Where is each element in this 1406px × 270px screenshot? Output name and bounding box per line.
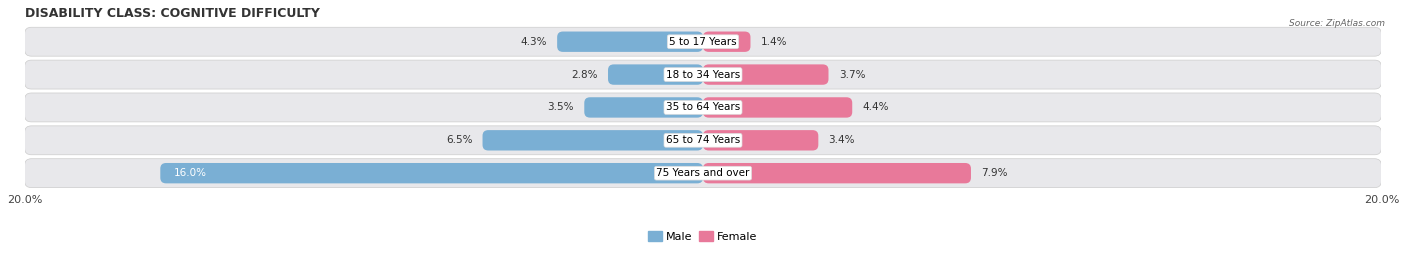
Text: 2.8%: 2.8% bbox=[571, 70, 598, 80]
FancyBboxPatch shape bbox=[703, 130, 818, 150]
FancyBboxPatch shape bbox=[25, 60, 1381, 89]
Text: 3.4%: 3.4% bbox=[828, 135, 855, 145]
Text: 1.4%: 1.4% bbox=[761, 37, 787, 47]
FancyBboxPatch shape bbox=[703, 64, 828, 85]
FancyBboxPatch shape bbox=[25, 93, 1381, 122]
FancyBboxPatch shape bbox=[482, 130, 703, 150]
Text: 3.7%: 3.7% bbox=[838, 70, 865, 80]
FancyBboxPatch shape bbox=[25, 27, 1381, 56]
FancyBboxPatch shape bbox=[557, 32, 703, 52]
Text: 35 to 64 Years: 35 to 64 Years bbox=[666, 102, 740, 112]
FancyBboxPatch shape bbox=[703, 97, 852, 118]
Text: 3.5%: 3.5% bbox=[547, 102, 574, 112]
Text: 7.9%: 7.9% bbox=[981, 168, 1008, 178]
FancyBboxPatch shape bbox=[703, 163, 972, 183]
FancyBboxPatch shape bbox=[25, 126, 1381, 155]
Text: 4.3%: 4.3% bbox=[520, 37, 547, 47]
Text: 65 to 74 Years: 65 to 74 Years bbox=[666, 135, 740, 145]
Text: DISABILITY CLASS: COGNITIVE DIFFICULTY: DISABILITY CLASS: COGNITIVE DIFFICULTY bbox=[25, 7, 319, 20]
Text: 4.4%: 4.4% bbox=[862, 102, 889, 112]
Text: 5 to 17 Years: 5 to 17 Years bbox=[669, 37, 737, 47]
Text: 6.5%: 6.5% bbox=[446, 135, 472, 145]
FancyBboxPatch shape bbox=[25, 159, 1381, 188]
Text: 16.0%: 16.0% bbox=[174, 168, 207, 178]
FancyBboxPatch shape bbox=[585, 97, 703, 118]
FancyBboxPatch shape bbox=[160, 163, 703, 183]
FancyBboxPatch shape bbox=[607, 64, 703, 85]
Text: 75 Years and over: 75 Years and over bbox=[657, 168, 749, 178]
Legend: Male, Female: Male, Female bbox=[644, 227, 762, 247]
Text: 18 to 34 Years: 18 to 34 Years bbox=[666, 70, 740, 80]
FancyBboxPatch shape bbox=[703, 32, 751, 52]
Text: Source: ZipAtlas.com: Source: ZipAtlas.com bbox=[1289, 19, 1385, 28]
